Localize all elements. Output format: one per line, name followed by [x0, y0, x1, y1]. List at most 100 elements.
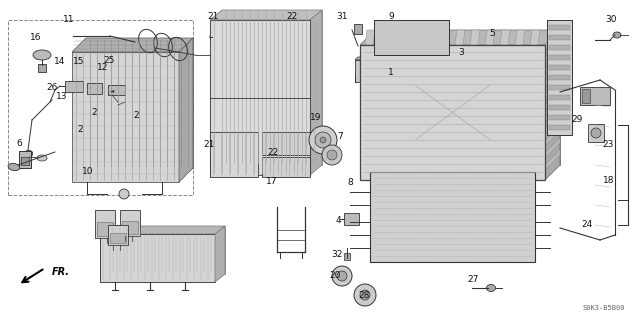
Bar	[549, 115, 570, 120]
Text: 21: 21	[208, 12, 219, 20]
Circle shape	[322, 145, 342, 165]
Polygon shape	[370, 172, 535, 262]
Polygon shape	[545, 150, 560, 170]
Bar	[355, 60, 385, 82]
Text: 14: 14	[54, 57, 66, 66]
Circle shape	[309, 126, 337, 154]
Bar	[344, 253, 350, 260]
Bar	[262, 132, 310, 155]
Polygon shape	[545, 42, 560, 62]
Text: 9: 9	[388, 12, 394, 20]
Polygon shape	[380, 30, 390, 45]
Text: 22: 22	[287, 12, 298, 20]
Text: 19: 19	[310, 113, 321, 122]
Circle shape	[591, 128, 601, 138]
Polygon shape	[375, 30, 560, 165]
Text: 18: 18	[603, 176, 615, 185]
Text: 27: 27	[468, 275, 479, 284]
Text: FR.: FR.	[52, 267, 70, 277]
Polygon shape	[395, 30, 405, 45]
Text: 24: 24	[582, 220, 593, 229]
Bar	[65, 81, 83, 92]
Polygon shape	[545, 30, 560, 50]
Polygon shape	[500, 30, 510, 45]
Polygon shape	[545, 90, 560, 110]
Text: 21: 21	[203, 140, 215, 149]
Text: 10: 10	[82, 167, 93, 176]
Bar	[549, 35, 570, 40]
Bar	[354, 24, 362, 34]
Ellipse shape	[33, 50, 51, 60]
Polygon shape	[470, 30, 480, 45]
Text: ◄: ◄	[110, 89, 114, 93]
Circle shape	[332, 266, 352, 286]
Bar	[344, 213, 359, 225]
Text: 32: 32	[331, 250, 342, 259]
Bar	[588, 124, 604, 142]
Circle shape	[119, 189, 129, 199]
Polygon shape	[455, 30, 465, 45]
Circle shape	[320, 137, 326, 143]
Polygon shape	[545, 126, 560, 146]
Text: 2: 2	[78, 125, 83, 134]
Bar	[108, 85, 125, 95]
Polygon shape	[100, 226, 225, 234]
Bar	[210, 132, 258, 177]
Ellipse shape	[487, 284, 496, 292]
Bar	[38, 64, 46, 72]
Text: 3: 3	[458, 48, 464, 57]
Circle shape	[315, 132, 331, 148]
Polygon shape	[215, 226, 225, 282]
Text: 26: 26	[46, 83, 58, 92]
Text: 16: 16	[30, 33, 41, 42]
Polygon shape	[485, 30, 495, 45]
Polygon shape	[355, 57, 388, 60]
Polygon shape	[310, 10, 322, 175]
Polygon shape	[222, 10, 322, 165]
Bar	[549, 55, 570, 60]
Polygon shape	[72, 38, 193, 52]
Bar	[549, 25, 570, 30]
Bar	[110, 233, 126, 243]
Bar	[549, 45, 570, 50]
Text: 30: 30	[605, 15, 617, 24]
Bar	[582, 89, 590, 103]
Bar	[262, 157, 310, 177]
Text: 2: 2	[91, 108, 96, 117]
Circle shape	[327, 150, 337, 160]
Circle shape	[360, 290, 370, 300]
Text: 6: 6	[16, 139, 22, 148]
Bar	[549, 75, 570, 80]
Text: 13: 13	[56, 92, 67, 100]
Polygon shape	[210, 10, 322, 20]
Ellipse shape	[210, 29, 240, 44]
Bar	[108, 225, 128, 245]
Polygon shape	[72, 52, 179, 182]
Bar	[95, 210, 115, 238]
Polygon shape	[515, 30, 525, 45]
Polygon shape	[179, 38, 193, 182]
Text: 12: 12	[97, 63, 108, 72]
Bar	[8, 20, 193, 195]
Polygon shape	[100, 234, 215, 282]
Polygon shape	[425, 30, 435, 45]
Bar	[547, 20, 572, 135]
Polygon shape	[545, 114, 560, 134]
Text: 7: 7	[337, 132, 344, 141]
Bar	[21, 157, 29, 165]
Polygon shape	[210, 20, 310, 175]
Text: 28: 28	[358, 291, 370, 300]
Polygon shape	[545, 78, 560, 98]
Bar	[549, 65, 570, 70]
Polygon shape	[410, 30, 420, 45]
Bar	[580, 87, 610, 105]
Polygon shape	[110, 226, 225, 274]
Text: 23: 23	[602, 140, 613, 149]
Bar	[549, 95, 570, 100]
Ellipse shape	[37, 155, 47, 161]
Text: 5: 5	[489, 29, 496, 38]
Polygon shape	[360, 45, 545, 180]
Bar	[549, 85, 570, 90]
Bar	[549, 105, 570, 110]
Bar	[97, 222, 113, 236]
